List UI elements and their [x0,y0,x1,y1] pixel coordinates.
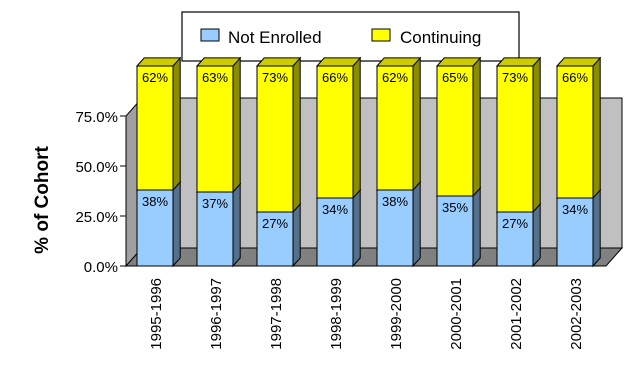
data-label-not-enrolled-1996-1997: 37% [202,196,228,211]
legend-swatch-not-enrolled [200,28,220,42]
data-label-not-enrolled-2001-2002: 27% [502,216,528,231]
bar-top-continuing-1995-1996 [135,57,182,67]
bar-not-enrolled-1997-1998 [256,211,294,267]
bar-side-continuing-1995-1996 [172,56,181,192]
x-tick-label-2001-2002: 2001-2002 [508,278,525,350]
bar-stack-1995-1996: 38% 62% [135,56,182,268]
y-tick-label: 25.0% [75,209,118,226]
data-label-continuing-1997-1998: 73% [262,70,288,85]
bar-side-continuing-2000-2001 [472,56,481,198]
bar-continuing-2000-2001 [436,65,474,197]
bar-side-not-enrolled-1999-2000 [412,180,421,268]
data-label-continuing-1999-2000: 62% [382,70,408,85]
x-axis-ticks: 1995-1996 1996-1997 1997-1998 1998-1999 1999… [148,278,585,350]
data-label-continuing-1996-1997: 63% [202,70,228,85]
bar-side-not-enrolled-1997-1998 [292,202,301,268]
bar-side-continuing-1998-1999 [352,56,361,200]
bar-side-continuing-1999-2000 [412,56,421,192]
y-tick-label: 0.0% [84,259,118,276]
data-label-continuing-2002-2003: 66% [562,70,588,85]
legend-box [181,11,520,62]
data-label-continuing-2001-2002: 73% [502,70,528,85]
bar-stack-2001-2002: 27% 73% [495,56,542,268]
bar-side-not-enrolled-2002-2003 [592,188,601,268]
bar-side-continuing-2001-2002 [532,56,541,214]
bar-stack-1998-1999: 34% 66% [315,56,362,268]
x-tick-label-1999-2000: 1999-2000 [388,278,405,350]
bar-not-enrolled-2002-2003 [556,197,594,267]
x-tick-label-1996-1997: 1996-1997 [208,278,225,350]
data-label-continuing-2000-2001: 65% [442,70,468,85]
data-label-not-enrolled-1999-2000: 38% [382,194,408,209]
bar-continuing-1999-2000 [376,65,414,191]
bar-continuing-2002-2003 [556,65,594,199]
data-label-not-enrolled-1997-1998: 27% [262,216,288,231]
bar-side-not-enrolled-2000-2001 [472,186,481,268]
bar-side-not-enrolled-1996-1997 [232,182,241,268]
bar-continuing-1998-1999 [316,65,354,199]
bar-top-continuing-1998-1999 [315,57,362,67]
bar-not-enrolled-1996-1997 [196,191,234,267]
legend: Not Enrolled Continuing [181,11,520,62]
bar-top-continuing-2001-2002 [495,57,542,67]
bar-side-not-enrolled-2001-2002 [532,202,541,268]
bar-not-enrolled-2001-2002 [496,211,534,267]
bar-not-enrolled-1998-1999 [316,197,354,267]
y-axis-ticks: 0.0% 25.0% 50.0% 75.0% [75,109,126,276]
bar-continuing-2001-2002 [496,65,534,213]
bar-top-continuing-2002-2003 [555,57,602,67]
legend-label-continuing: Continuing [400,28,481,47]
y-axis-title: % of Cohort [32,146,53,254]
data-label-not-enrolled-2000-2001: 35% [442,200,468,215]
legend-label-not-enrolled: Not Enrolled [228,28,322,47]
bar-side-not-enrolled-1995-1996 [172,180,181,268]
legend-swatch-continuing [371,28,391,42]
bar-stack-2000-2001: 35% 65% [435,56,482,268]
bar-stack-1997-1998: 27% 73% [255,56,302,268]
bar-side-continuing-2002-2003 [592,56,601,200]
x-tick-label-1998-1999: 1998-1999 [328,278,345,350]
bar-side-not-enrolled-1998-1999 [352,188,361,268]
bar-continuing-1997-1998 [256,65,294,213]
y-tick-label: 75.0% [75,109,118,126]
bar-top-continuing-1999-2000 [375,57,422,67]
bar-top-continuing-1996-1997 [195,57,242,67]
data-label-not-enrolled-1995-1996: 38% [142,194,168,209]
x-tick-label-1995-1996: 1995-1996 [148,278,165,350]
data-label-not-enrolled-1998-1999: 34% [322,202,348,217]
bar-top-continuing-1997-1998 [255,57,302,67]
bar-continuing-1995-1996 [136,65,174,191]
bar-not-enrolled-2000-2001 [436,195,474,267]
bar-stack-1999-2000: 38% 62% [375,56,422,268]
bar-stack-1996-1997: 37% 63% [195,56,242,268]
data-label-not-enrolled-2002-2003: 34% [562,202,588,217]
bar-side-continuing-1997-1998 [292,56,301,214]
bar-stack-2002-2003: 34% 66% [555,56,602,268]
x-tick-label-2002-2003: 2002-2003 [568,278,585,350]
bars: 38% 62% 37% 63% 27% 73% 34% 66% 38% 62% 35% 65% 27% 7… [135,56,602,268]
data-label-continuing-1998-1999: 66% [322,70,348,85]
data-label-continuing-1995-1996: 62% [142,70,168,85]
y-tick-label: 50.0% [75,159,118,176]
bar-side-continuing-1996-1997 [232,56,241,194]
x-tick-label-1997-1998: 1997-1998 [268,278,285,350]
x-tick-label-2000-2001: 2000-2001 [448,278,465,350]
bar-top-continuing-2000-2001 [435,57,482,67]
bar-continuing-1996-1997 [196,65,234,193]
